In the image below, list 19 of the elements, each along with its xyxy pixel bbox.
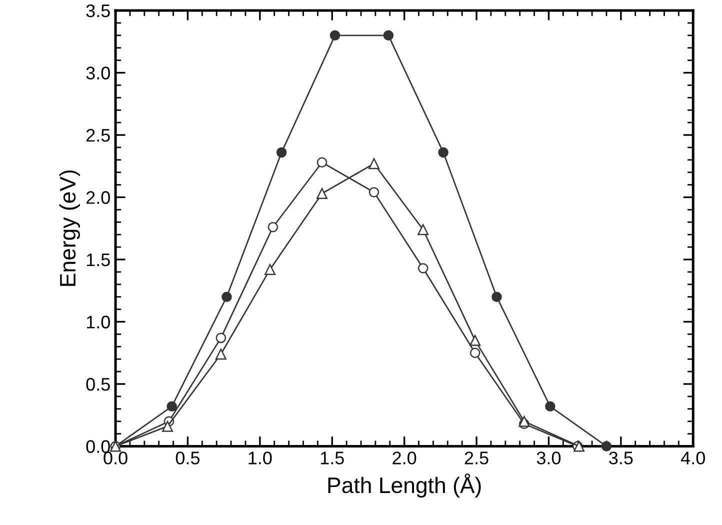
- y-tick-label: 1.5: [86, 254, 110, 266]
- y-tick-label: 1.0: [86, 316, 110, 328]
- y-axis-title: Energy (eV): [59, 170, 80, 286]
- y-tick-label: 2.5: [86, 128, 110, 142]
- x-axis-title: Path Length (Å): [328, 474, 481, 498]
- x-tick-label: 2.5: [464, 452, 488, 464]
- x-tick-label: 4.0: [680, 452, 705, 464]
- x-tick-label: 3.5: [609, 452, 633, 464]
- x-tick-label: 2.0: [392, 452, 416, 464]
- x-tick-label: 3.0: [536, 452, 561, 464]
- y-tick-label: 3.0: [86, 66, 110, 80]
- x-tick-label: 1.0: [248, 452, 272, 464]
- y-tick-label: 0.5: [86, 378, 110, 391]
- y-tick-label: 3.5: [86, 4, 110, 18]
- x-tick-label: 1.5: [320, 452, 344, 464]
- y-tick-label: 0.0: [86, 440, 110, 453]
- y-tick-label: 2.0: [86, 191, 110, 204]
- x-tick-label: 0.5: [176, 452, 200, 464]
- x-tick-label: 0.0: [104, 452, 128, 464]
